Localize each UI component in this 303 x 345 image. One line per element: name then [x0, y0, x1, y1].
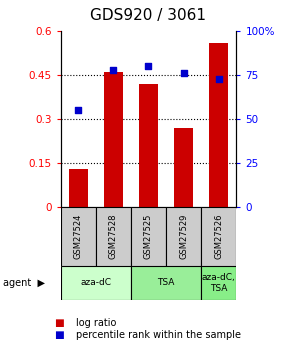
Text: aza-dC: aza-dC	[80, 278, 111, 287]
Bar	[209, 43, 228, 207]
Text: log ratio: log ratio	[76, 318, 116, 327]
Point	[76, 108, 81, 113]
Bar	[131, 266, 201, 300]
Text: percentile rank within the sample: percentile rank within the sample	[76, 330, 241, 339]
Bar	[174, 128, 193, 207]
Bar	[61, 266, 131, 300]
Bar	[131, 207, 166, 266]
Point	[216, 76, 221, 81]
Point	[146, 63, 151, 69]
Text: TSA: TSA	[157, 278, 175, 287]
Text: GDS920 / 3061: GDS920 / 3061	[91, 8, 206, 23]
Point	[111, 67, 116, 72]
Bar	[201, 207, 236, 266]
Text: ■: ■	[55, 330, 64, 339]
Text: agent  ▶: agent ▶	[3, 278, 45, 288]
Text: GSM27529: GSM27529	[179, 214, 188, 259]
Text: GSM27525: GSM27525	[144, 214, 153, 259]
Bar	[166, 207, 201, 266]
Point	[181, 70, 186, 76]
Text: GSM27526: GSM27526	[214, 214, 223, 259]
Text: ■: ■	[55, 318, 64, 327]
Bar	[96, 207, 131, 266]
Bar	[104, 72, 123, 207]
Bar	[68, 169, 88, 207]
Bar	[139, 84, 158, 207]
Bar	[61, 207, 96, 266]
Bar	[201, 266, 236, 300]
Text: GSM27528: GSM27528	[109, 214, 118, 259]
Text: GSM27524: GSM27524	[74, 214, 83, 259]
Text: aza-dC,
TSA: aza-dC, TSA	[202, 273, 236, 293]
